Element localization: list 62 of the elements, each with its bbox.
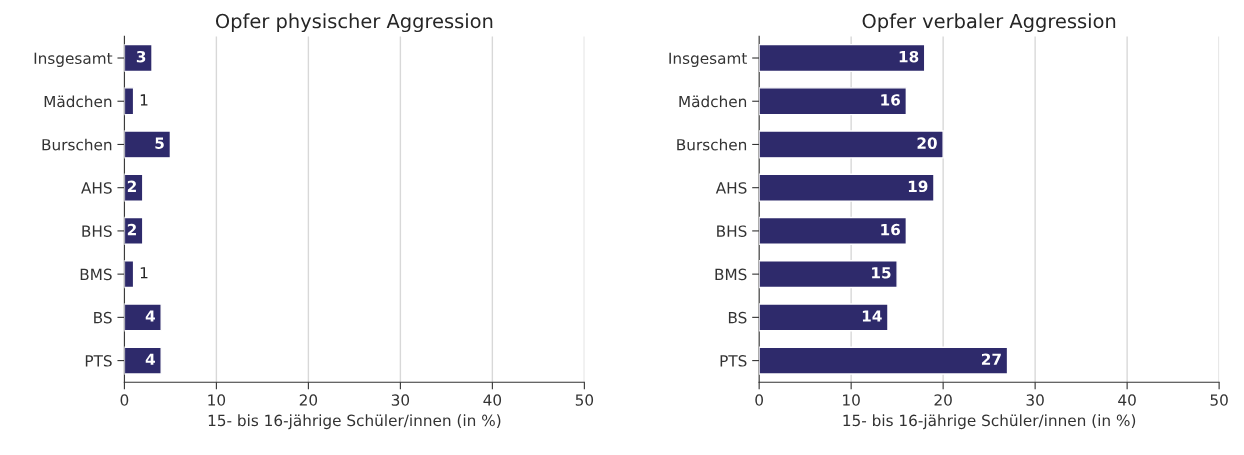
y-tick-label: PTS	[85, 355, 112, 367]
y-tick-label: BS	[94, 311, 112, 324]
y-tick-label: AHS	[715, 182, 747, 194]
bar	[124, 346, 162, 375]
y-tick-label: BHS	[717, 225, 747, 237]
bar	[124, 260, 135, 289]
y-tick-label: Burschen	[42, 138, 112, 151]
bar	[759, 87, 908, 116]
data-label: 5	[155, 137, 164, 149]
y-tick-label: BS	[728, 311, 747, 324]
x-tick-label: 30	[1026, 394, 1044, 406]
data-label: 16	[881, 94, 900, 106]
y-tick-label: BMS	[80, 268, 112, 281]
y-tick-label: Mädchen	[679, 95, 747, 108]
data-label: 27	[981, 353, 1001, 365]
y-tick-label: Mädchen	[44, 95, 112, 108]
y-tick-label: AHS	[81, 182, 112, 194]
data-label: 2	[127, 180, 136, 192]
x-tick-label: 0	[755, 394, 763, 406]
data-label: 18	[899, 50, 919, 63]
x-tick-label: 10	[843, 394, 860, 406]
bar	[759, 43, 926, 73]
bar	[759, 173, 935, 202]
y-tick-label: PTS	[720, 355, 747, 367]
data-label: 15	[872, 267, 891, 279]
bar	[124, 87, 135, 116]
data-label: 2	[127, 223, 136, 236]
data-label: 19	[908, 180, 928, 193]
chart-title: Opfer verbaler Aggression	[862, 13, 1116, 33]
x-tick-label: 30	[391, 394, 410, 406]
y-tick-label: Insgesamt	[669, 52, 747, 67]
bar	[759, 346, 1009, 375]
x-tick-label: 40	[1118, 394, 1136, 406]
data-label: 20	[917, 137, 937, 149]
bar	[759, 216, 908, 246]
x-tick-label: 40	[483, 394, 502, 406]
data-label: 4	[145, 353, 155, 365]
y-tick-label: BMS	[715, 268, 747, 281]
bar	[759, 303, 889, 332]
x-tick-label: 20	[299, 394, 318, 406]
bar	[124, 303, 162, 332]
x-tick-label: 10	[208, 394, 226, 406]
chart-title: Opfer physischer Aggression	[215, 13, 493, 33]
data-label: 1	[140, 267, 148, 279]
x-axis-title: 15- bis 16-jährige Schüler/innen (in %)	[208, 414, 501, 430]
bar	[759, 260, 898, 289]
x-tick-label: 20	[934, 394, 952, 406]
data-label: 16	[881, 223, 900, 236]
data-label: 4	[145, 310, 155, 322]
x-tick-label: 0	[120, 394, 129, 406]
x-tick-label: 50	[575, 394, 594, 406]
y-tick-label: Insgesamt	[34, 52, 113, 67]
data-label: 14	[862, 310, 882, 322]
data-label: 3	[136, 50, 146, 63]
x-tick-label: 50	[1210, 394, 1228, 406]
x-axis-title: 15- bis 16-jährige Schüler/innen (in %)	[843, 414, 1136, 430]
y-tick-label: Burschen	[677, 138, 747, 151]
bar	[759, 130, 944, 159]
y-tick-label: BHS	[82, 225, 112, 237]
bar	[124, 130, 172, 159]
bar	[124, 43, 153, 73]
data-label: 1	[140, 94, 148, 106]
